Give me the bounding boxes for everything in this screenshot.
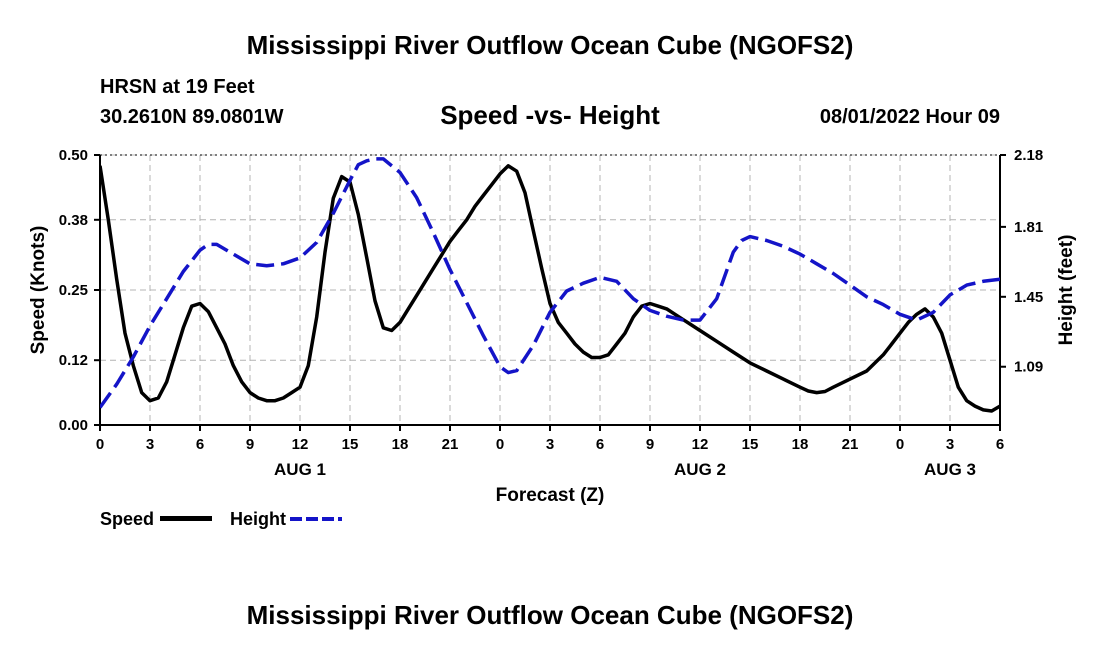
x-tick-label: 3 bbox=[946, 436, 954, 453]
y2-axis-title: Height (feet) bbox=[1056, 235, 1077, 346]
x-day-label: AUG 2 bbox=[674, 460, 726, 479]
y-tick-label: 0.25 bbox=[59, 282, 88, 299]
x-tick-label: 15 bbox=[342, 436, 359, 453]
forecast-date-label: 08/01/2022 Hour 09 bbox=[819, 106, 1000, 128]
x-tick-label: 18 bbox=[792, 436, 809, 453]
y2-tick-label: 1.09 bbox=[1014, 359, 1043, 376]
y-tick-label: 0.12 bbox=[59, 352, 88, 369]
legend-speed-label: Speed bbox=[100, 509, 155, 529]
second-chart-title: Mississippi River Outflow Ocean Cube (NG… bbox=[246, 600, 854, 630]
x-tick-label: 6 bbox=[196, 436, 204, 453]
y-axis-title: Speed (Knots) bbox=[28, 226, 49, 355]
x-tick-label: 0 bbox=[496, 436, 504, 453]
speed-series-line bbox=[100, 164, 1000, 413]
legend-height-label: Height bbox=[230, 509, 286, 529]
x-tick-label: 3 bbox=[546, 436, 554, 453]
y-tick-label: 0.38 bbox=[59, 212, 88, 229]
x-tick-label: 6 bbox=[596, 436, 604, 453]
x-tick-label: 0 bbox=[96, 436, 104, 453]
y-tick-label: 0.00 bbox=[59, 417, 88, 434]
legend-speed-swatch bbox=[160, 516, 212, 521]
x-axis-title: Forecast (Z) bbox=[496, 485, 605, 506]
x-tick-label: 6 bbox=[996, 436, 1004, 453]
x-tick-label: 9 bbox=[646, 436, 654, 453]
x-tick-label: 18 bbox=[392, 436, 409, 453]
x-day-label: AUG 3 bbox=[924, 460, 976, 479]
x-tick-label: 9 bbox=[246, 436, 254, 453]
y2-tick-label: 1.81 bbox=[1014, 219, 1043, 236]
y-tick-label: 0.50 bbox=[59, 147, 88, 164]
x-tick-label: 15 bbox=[742, 436, 759, 453]
x-tick-label: 12 bbox=[692, 436, 709, 453]
coordinates-label: 30.2610N 89.0801W bbox=[100, 106, 284, 128]
y2-tick-label: 1.45 bbox=[1014, 289, 1043, 306]
x-tick-label: 21 bbox=[442, 436, 459, 453]
y2-tick-label: 2.18 bbox=[1014, 147, 1043, 164]
x-tick-label: 0 bbox=[896, 436, 904, 453]
x-tick-label: 12 bbox=[292, 436, 309, 453]
x-tick-label: 3 bbox=[146, 436, 154, 453]
main-title: Mississippi River Outflow Ocean Cube (NG… bbox=[246, 30, 854, 60]
chart-subtitle: Speed -vs- Height bbox=[440, 100, 660, 130]
station-label: HRSN at 19 Feet bbox=[100, 76, 255, 98]
x-day-label: AUG 1 bbox=[274, 460, 326, 479]
legend-height-swatch bbox=[290, 517, 342, 521]
x-tick-label: 21 bbox=[842, 436, 859, 453]
